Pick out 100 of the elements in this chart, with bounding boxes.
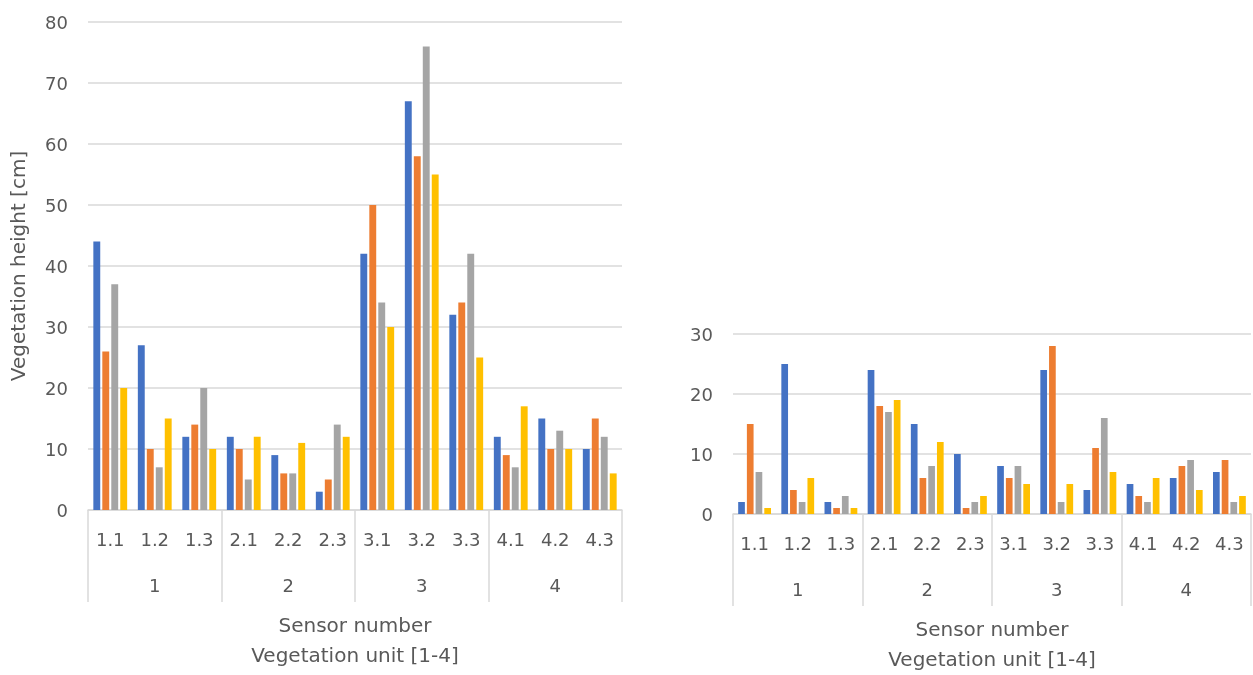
bar <box>209 449 217 510</box>
bar <box>191 424 199 510</box>
text: 4 <box>549 574 561 596</box>
bar <box>824 502 832 514</box>
bar <box>511 467 519 510</box>
bar <box>565 449 573 510</box>
bar <box>1126 484 1134 514</box>
bar <box>111 284 119 510</box>
bar <box>876 406 884 514</box>
bar <box>1213 472 1220 514</box>
y-axis-title: Vegetation height [cm] <box>6 150 30 382</box>
bar <box>556 430 564 510</box>
bar <box>885 412 892 514</box>
bar <box>746 424 754 514</box>
y-tick-label: 10 <box>45 438 68 460</box>
bar <box>1230 502 1238 514</box>
bar <box>910 424 918 514</box>
bar <box>182 436 190 510</box>
bar <box>333 424 341 510</box>
bar <box>93 241 101 510</box>
bar <box>253 436 261 510</box>
bar <box>298 442 306 510</box>
bar <box>764 508 771 514</box>
bar <box>102 351 110 510</box>
bar <box>200 388 208 510</box>
y-tick-label: 0 <box>701 503 713 525</box>
bar <box>449 314 457 510</box>
bar <box>1135 496 1143 514</box>
bar <box>1152 478 1160 514</box>
bar <box>841 496 849 514</box>
bar <box>520 406 528 510</box>
text: 3 <box>1051 578 1063 600</box>
bar <box>1092 448 1099 514</box>
bar <box>1057 502 1065 514</box>
bar <box>1187 460 1194 514</box>
bar <box>467 253 475 510</box>
bar <box>271 455 279 510</box>
bar <box>1144 502 1151 514</box>
x-tick-label: 2.3 <box>318 528 348 550</box>
bar <box>458 302 466 510</box>
x-tick-label: 1.2 <box>783 532 813 554</box>
bar <box>137 345 145 510</box>
bar <box>798 502 806 514</box>
x-tick-label: 3.1 <box>362 528 392 550</box>
bar <box>155 467 163 510</box>
bar <box>833 508 840 514</box>
bar <box>289 473 297 510</box>
bar <box>315 491 323 510</box>
bar <box>476 357 484 510</box>
x-tick-label: 4.2 <box>540 528 570 550</box>
x-tick-label: 1.1 <box>740 532 769 554</box>
x-axis-title: Sensor number Vegetation unit [1-4] <box>888 617 1096 671</box>
x-tick-label: 2.2 <box>912 532 942 554</box>
bar <box>1239 496 1246 514</box>
bar <box>893 400 901 514</box>
bar <box>600 436 608 510</box>
bar <box>919 478 927 514</box>
x-tick-label: 1.3 <box>826 532 856 554</box>
bar <box>1169 478 1177 514</box>
text: 1 <box>149 574 161 596</box>
x-axis-title: Sensor number Vegetation unit [1-4] <box>251 613 459 667</box>
x-tick-label: 3.2 <box>407 528 437 550</box>
bar <box>755 472 763 514</box>
bar <box>1049 346 1056 514</box>
bar <box>971 502 979 514</box>
y-tick-label: 0 <box>56 499 68 521</box>
bar <box>360 253 368 510</box>
x-tick-label: 4.1 <box>1128 532 1158 554</box>
bar <box>790 490 797 514</box>
text: 2 <box>282 574 294 596</box>
bar <box>1109 472 1117 514</box>
bar <box>997 466 1004 514</box>
bar <box>378 302 386 510</box>
bar <box>738 502 745 514</box>
bar <box>342 436 350 510</box>
bar <box>404 101 412 510</box>
x-tick-label: 4.3 <box>585 528 615 550</box>
bar <box>1178 466 1186 514</box>
bar <box>850 508 858 514</box>
bar <box>226 436 234 510</box>
bar <box>807 478 815 514</box>
x-tick-label: 1.1 <box>95 528 125 550</box>
bar <box>1005 478 1013 514</box>
y-tick-label: 50 <box>45 194 68 216</box>
x-tick-label: 1.2 <box>140 528 170 550</box>
bar <box>538 418 546 510</box>
x-tick-label: 1.3 <box>184 528 214 550</box>
y-tick-label: 40 <box>45 255 68 277</box>
x-tick-label: 2.1 <box>229 528 259 550</box>
text: 3 <box>416 574 428 596</box>
bar <box>582 449 590 510</box>
bar <box>928 466 935 514</box>
bar <box>280 473 288 510</box>
y-tick-label: 30 <box>690 323 713 345</box>
x-tick-label: 3.1 <box>999 532 1028 554</box>
bar <box>591 418 599 510</box>
bar <box>781 364 789 514</box>
bar <box>1100 418 1108 514</box>
text: 4 <box>1180 578 1192 600</box>
y-tick-label: 30 <box>45 316 68 338</box>
